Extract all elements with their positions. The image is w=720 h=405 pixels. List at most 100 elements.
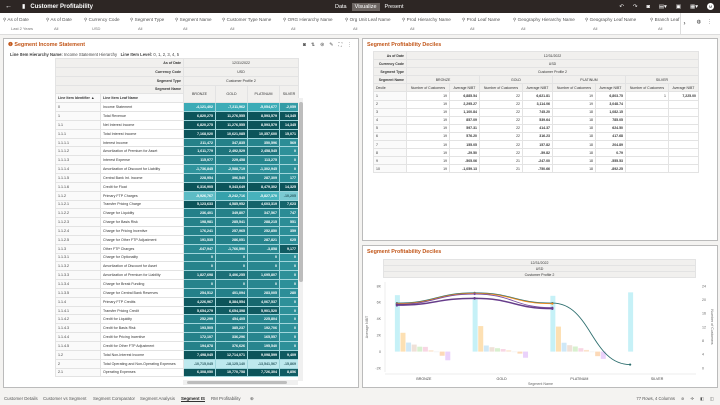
- value-cell[interactable]: -18,125,140: [215, 358, 248, 369]
- bar-decile-2-bronze[interactable]: [400, 332, 406, 352]
- line-point[interactable]: [395, 304, 398, 307]
- value-cell[interactable]: 6,308,050: [183, 367, 216, 378]
- vertical-scrollbar[interactable]: [298, 98, 303, 381]
- value-cell[interactable]: 7,623: [279, 199, 299, 210]
- value-cell[interactable]: -1,736,845: [183, 164, 216, 174]
- edit-icon[interactable]: ✎: [329, 42, 334, 48]
- bar-decile-5-platinum[interactable]: [572, 346, 578, 352]
- filter-status-icon[interactable]: ⊚: [681, 396, 685, 401]
- value-cell[interactable]: 0: [279, 305, 299, 316]
- value-cell[interactable]: 0: [279, 252, 299, 263]
- value-cell[interactable]: 192,706: [247, 323, 280, 334]
- value-cell[interactable]: 8,593,579: [247, 119, 280, 130]
- value-cell[interactable]: -1,766,590: [215, 243, 248, 254]
- value-cell[interactable]: 115,977: [183, 155, 216, 166]
- filter-3[interactable]: ⚲ Segment Type All: [130, 17, 165, 31]
- bar-decile-4-gold[interactable]: [489, 347, 495, 352]
- export-icon[interactable]: ▦▾: [690, 3, 698, 10]
- value-cell[interactable]: 252,850: [247, 226, 280, 236]
- bar-decile-1-silver[interactable]: [628, 292, 634, 352]
- bar-decile-2-platinum[interactable]: [555, 326, 561, 352]
- value-cell[interactable]: 0: [247, 261, 280, 272]
- value-cell[interactable]: 4,067,537: [247, 296, 280, 307]
- mode-data[interactable]: Data: [335, 3, 347, 10]
- layout-icon[interactable]: ◧: [700, 396, 705, 401]
- sort-icon[interactable]: ⇅: [310, 42, 316, 48]
- value-cell[interactable]: 0: [279, 155, 299, 166]
- chevron-right-icon[interactable]: ›: [680, 13, 688, 35]
- value-cell[interactable]: 4,226,967: [183, 296, 216, 307]
- value-cell[interactable]: 113,275: [247, 155, 280, 166]
- avatar[interactable]: M: [707, 3, 714, 10]
- col-line-item-identifier[interactable]: Line Item Identifier ▲: [55, 93, 101, 104]
- value-cell[interactable]: 286,051: [215, 234, 248, 245]
- value-cell[interactable]: 9,343,649: [215, 181, 248, 192]
- redo-icon[interactable]: ↷: [632, 3, 638, 10]
- value-cell[interactable]: -10,205: [279, 190, 299, 201]
- bar-decile-6-platinum[interactable]: [578, 348, 584, 352]
- value-cell[interactable]: 0: [183, 252, 216, 263]
- value-cell[interactable]: 177: [279, 172, 299, 183]
- value-cell[interactable]: 1,695,807: [247, 270, 280, 281]
- value-cell[interactable]: 228,954: [183, 172, 216, 183]
- value-cell[interactable]: 0: [279, 341, 299, 351]
- back-arrow-icon[interactable]: ←: [5, 3, 12, 10]
- filter-6[interactable]: ⚲ ORG Hierarchy Name All: [283, 17, 333, 31]
- value-cell[interactable]: 0: [183, 261, 216, 272]
- value-cell[interactable]: 1,827,698: [183, 270, 216, 281]
- value-cell[interactable]: 0: [279, 323, 299, 334]
- bar-decile-7-platinum[interactable]: [583, 349, 589, 352]
- value-cell[interactable]: -5,054,677: [247, 102, 280, 113]
- filter-9[interactable]: ⚲ Prod Leaf Name All: [462, 17, 501, 31]
- value-cell[interactable]: 225,804: [247, 314, 280, 325]
- mode-present[interactable]: Present: [384, 3, 404, 10]
- value-cell[interactable]: 6,654,398: [215, 305, 248, 316]
- split-icon[interactable]: ◫: [710, 396, 714, 401]
- filter-11[interactable]: ⚲ Geography Leaf Name All: [585, 17, 637, 31]
- value-cell[interactable]: 14,345: [279, 111, 299, 121]
- value-cell[interactable]: 385,237: [215, 323, 248, 334]
- value-cell[interactable]: -10,715,045: [183, 358, 216, 369]
- value-cell[interactable]: -5,242,716: [215, 190, 248, 201]
- value-cell[interactable]: 1,611,779: [183, 146, 216, 157]
- value-cell[interactable]: 625: [279, 234, 299, 245]
- value-cell[interactable]: 0: [279, 332, 299, 342]
- line-decile-1[interactable]: [396, 292, 631, 366]
- tab-segment-comparator[interactable]: Segment Comparator: [93, 396, 135, 401]
- filter-0[interactable]: ⚲ As of Date Last 2 Years: [3, 17, 34, 31]
- bar-decile-8-gold[interactable]: [511, 351, 517, 353]
- value-cell[interactable]: 14,325: [279, 181, 299, 192]
- value-cell[interactable]: 569: [279, 137, 299, 148]
- value-cell[interactable]: 359: [279, 226, 299, 236]
- more-icon[interactable]: ⋮: [347, 42, 352, 48]
- horizontal-scrollbar[interactable]: [183, 380, 298, 385]
- value-cell[interactable]: -2,588,719: [215, 164, 248, 174]
- value-cell[interactable]: 350,596: [247, 137, 280, 148]
- grid-icon[interactable]: ✣: [690, 396, 695, 401]
- value-cell[interactable]: 193,505: [183, 323, 216, 334]
- bar-decile-6-gold[interactable]: [500, 349, 506, 352]
- value-cell[interactable]: 236,401: [183, 208, 216, 219]
- undo-icon[interactable]: ↶: [619, 3, 624, 10]
- globe-icon[interactable]: ◍: [696, 19, 701, 25]
- value-cell[interactable]: 257,965: [215, 226, 248, 236]
- value-cell[interactable]: 6,316,905: [183, 181, 216, 192]
- value-cell[interactable]: -7,211,962: [215, 102, 248, 113]
- bar-decile-10-bronze[interactable]: [445, 351, 451, 361]
- value-cell[interactable]: 0: [279, 261, 299, 272]
- value-cell[interactable]: 0: [279, 270, 299, 281]
- line-point[interactable]: [551, 307, 554, 310]
- value-cell[interactable]: 0: [183, 279, 216, 289]
- value-cell[interactable]: 5,654,279: [183, 305, 216, 316]
- filter-10[interactable]: ⚲ Geography Hierarchy Name All: [513, 17, 575, 31]
- value-cell[interactable]: 7,168,020: [183, 128, 216, 139]
- value-cell[interactable]: 336,296: [215, 332, 248, 342]
- value-cell[interactable]: 454,405: [215, 314, 248, 325]
- value-cell[interactable]: 0: [215, 261, 248, 272]
- value-cell[interactable]: 9,098,599: [247, 349, 280, 360]
- value-cell[interactable]: 0: [279, 314, 299, 325]
- value-cell[interactable]: 285,541: [215, 217, 248, 228]
- value-cell[interactable]: 8,384,554: [215, 296, 248, 307]
- filter-5[interactable]: ⚲ Customer Type Name All: [222, 17, 272, 31]
- comment-icon[interactable]: ▤▾: [658, 3, 667, 10]
